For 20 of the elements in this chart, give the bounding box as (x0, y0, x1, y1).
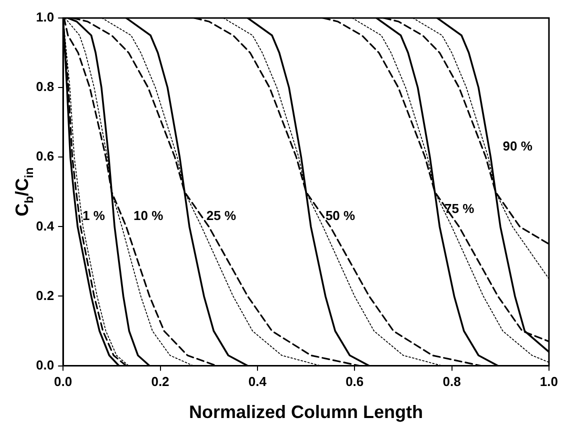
x-tick-label: 1.0 (540, 374, 558, 390)
x-tick-label: 0.6 (346, 374, 364, 390)
annotation: 90 % (502, 138, 533, 154)
annotation: 25 % (206, 208, 236, 223)
x-tick-label: 0.8 (442, 374, 461, 390)
annotation: 50 % (325, 208, 356, 223)
annotation: 10 % (134, 208, 164, 223)
y-tick-label: 0.4 (36, 218, 55, 234)
y-tick-label: 0.8 (36, 79, 54, 94)
y-tick-label: 0.0 (36, 357, 54, 372)
y-tick-label: 0.2 (36, 288, 54, 303)
annotation: 1 % (82, 208, 106, 223)
annotation: 75 % (444, 200, 475, 216)
y-tick-label: 1.0 (36, 10, 54, 25)
x-tick-label: 0.4 (248, 374, 268, 390)
x-tick-label: 0.0 (54, 374, 72, 390)
x-tick-label: 0.2 (151, 374, 170, 390)
y-axis-title: Cb/Cin (12, 167, 36, 216)
y-tick-label: 0.6 (36, 148, 54, 164)
x-axis-title: Normalized Column Length (189, 402, 424, 422)
